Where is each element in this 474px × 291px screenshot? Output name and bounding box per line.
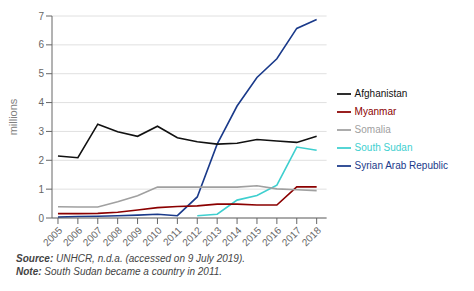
svg-text:2013: 2013: [200, 224, 224, 248]
html-text:Note: South Sudan became a cou: Note: South Sudan became a country in 20…: [16, 266, 223, 277]
svg-text:2008: 2008: [101, 224, 125, 248]
svg-text:6: 6: [38, 39, 44, 50]
svg-text:2005: 2005: [41, 224, 65, 248]
svg-text:2007: 2007: [81, 224, 105, 248]
svg-text:2: 2: [38, 155, 44, 166]
svg-text:millions: millions: [8, 98, 19, 135]
html-text:Afghanistan: Afghanistan: [354, 88, 408, 99]
svg-text:2006: 2006: [61, 224, 85, 248]
svg-text:7: 7: [38, 11, 44, 22]
svg-text:2011: 2011: [161, 224, 184, 247]
html-text:Syrian Arab Republic: Syrian Arab Republic: [354, 160, 448, 171]
svg-text:2010: 2010: [140, 224, 164, 248]
html-text:Myanmar: Myanmar: [354, 106, 397, 117]
svg-text:2014: 2014: [220, 224, 244, 248]
svg-text:5: 5: [38, 68, 44, 79]
svg-text:2012: 2012: [180, 224, 204, 248]
svg-text:2009: 2009: [120, 224, 144, 248]
html-text:Source: UNHCR, n.d.a. (accesse: Source: UNHCR, n.d.a. (accessed on 9 Jul…: [16, 253, 245, 264]
html-text:Somalia: Somalia: [354, 124, 391, 135]
svg-text:2015: 2015: [240, 224, 264, 248]
svg-text:4: 4: [38, 97, 44, 108]
svg-text:2017: 2017: [280, 224, 304, 248]
svg-text:1: 1: [38, 184, 44, 195]
svg-text:0: 0: [38, 213, 44, 224]
svg-text:2018: 2018: [300, 224, 324, 248]
html-text:South Sudan: South Sudan: [354, 142, 413, 153]
svg-text:2016: 2016: [260, 224, 284, 248]
svg-text:3: 3: [38, 126, 44, 137]
